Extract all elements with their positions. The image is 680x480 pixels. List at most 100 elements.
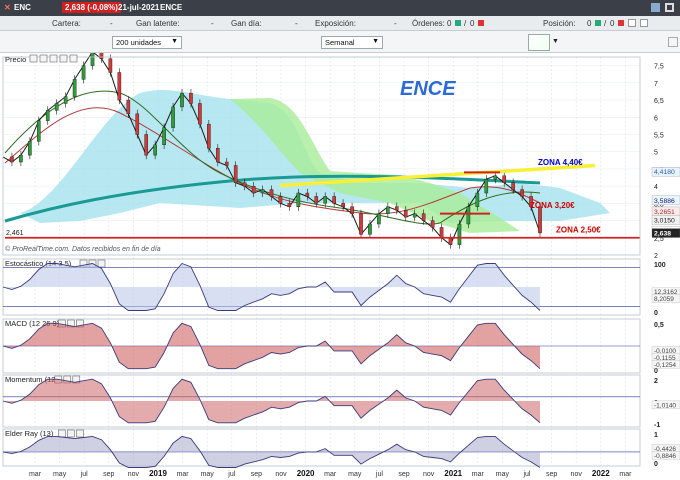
left-value-label: 2,461	[6, 230, 24, 237]
short-position-icon	[618, 20, 624, 26]
candle-body	[19, 154, 23, 163]
chart-area: mar may jul sep nov 2019 mar may jul sep nov 2020 ma…	[0, 53, 680, 480]
close-icon	[97, 259, 106, 268]
y-tick-label: 5	[654, 150, 658, 157]
candle-body	[341, 203, 345, 207]
price-panel-label: Precio	[5, 55, 26, 64]
candle-body	[538, 206, 542, 234]
candle-body	[466, 206, 471, 225]
oscillator-fill	[3, 379, 540, 423]
elder-ray-panel-frame	[2, 428, 641, 467]
candle-body	[126, 99, 131, 115]
candle-body	[207, 123, 211, 149]
candle-body	[305, 192, 310, 197]
last-value-tag	[651, 195, 680, 205]
y-tick-label: -1	[654, 422, 660, 429]
candle-body	[260, 189, 265, 194]
candle-body	[189, 92, 193, 104]
zone-440-label: ZONA 4,40€	[538, 158, 583, 167]
last-value-label: -1,0140	[654, 402, 676, 409]
add-icon	[49, 54, 58, 63]
chart-labels: ZONA 4,40€ ZONA 3,20€ ZONA 2,50€ ENCE Precio…	[5, 54, 680, 253]
y-tick-label: 6	[654, 115, 658, 122]
candle-body	[45, 110, 50, 121]
x-tick-label: jul	[375, 471, 383, 478]
y-tick-label: 5,5	[654, 132, 664, 139]
price-panel-frame	[2, 56, 641, 256]
candle-body	[117, 72, 122, 101]
oscillator-fill	[3, 323, 540, 369]
candle-body	[162, 127, 166, 146]
last-value-tag	[651, 215, 680, 225]
x-tick-label: may	[348, 471, 362, 478]
window-restore-icon[interactable]	[665, 3, 674, 12]
period-select[interactable]: Semanal ▼	[321, 36, 383, 49]
x-tick-label: sep	[546, 471, 557, 478]
gan-dia-value: -	[295, 19, 298, 28]
y-tick-label: 2	[654, 378, 658, 385]
scroll-down-icon[interactable]	[640, 19, 648, 27]
last-value-tag	[651, 360, 680, 369]
long-position-icon	[595, 20, 601, 26]
cartera-label: Cartera:	[52, 19, 81, 28]
candle-body	[359, 213, 363, 235]
candle-body	[502, 175, 507, 183]
window-icon	[67, 429, 75, 438]
x-tick-label: 2021	[444, 469, 462, 478]
candle-body	[63, 96, 68, 104]
candle-body	[269, 189, 274, 197]
close-icon[interactable]: ✕	[4, 3, 11, 12]
y-tick-label: 2	[654, 253, 658, 260]
last-value-label: -0,0100	[654, 348, 676, 355]
y-tick-label: 0	[654, 461, 658, 468]
x-tick-label: sep	[103, 471, 114, 478]
x-tick-label: jul	[522, 471, 530, 478]
gan-dia-label: Gan día:	[231, 19, 262, 28]
indicator-label: Elder Ray (13)	[5, 429, 54, 438]
candle-body	[242, 182, 247, 187]
y-tick-label: 1	[654, 432, 658, 439]
x-tick-label: 2020	[297, 469, 315, 478]
candle-body	[287, 203, 292, 207]
chart-type-chevron-icon[interactable]: ▼	[552, 38, 559, 45]
date-label: 21-jul-2021	[118, 3, 160, 12]
window-minimize-icon[interactable]	[651, 3, 660, 12]
candle-body	[224, 161, 229, 166]
last-value-label: -0,1155	[654, 355, 676, 362]
ordenes-count: 0	[447, 19, 452, 28]
posicion-count: 0	[587, 19, 592, 28]
wrench-icon	[58, 429, 66, 438]
units-select[interactable]: 200 unidades ▼	[112, 36, 182, 49]
period-select-value: Semanal	[325, 38, 355, 47]
chart-type-icon[interactable]	[528, 34, 550, 51]
last-value-label: 3,5886	[654, 198, 675, 205]
scroll-up-icon[interactable]	[628, 19, 636, 27]
last-value-tag	[651, 451, 680, 460]
cartera-value: -	[110, 19, 113, 28]
candle-body	[72, 79, 77, 97]
x-tick-label: nov	[571, 471, 583, 478]
candle-body	[198, 103, 202, 125]
candle-body	[332, 196, 336, 204]
candle-body	[529, 196, 533, 207]
last-value-tag	[651, 400, 680, 410]
posicion-count-b: 0	[610, 19, 615, 28]
last-value-label: -0,8846	[654, 453, 676, 460]
y-tick-label: 0,5	[654, 322, 664, 329]
sell-order-icon	[478, 20, 484, 26]
indicator-label: MACD (12 26 9)	[5, 319, 60, 328]
oscillator-line	[2, 378, 541, 424]
last-value-label: 8,2059	[654, 296, 674, 303]
candle-body	[153, 144, 157, 156]
y-tick-label: 0	[654, 368, 658, 375]
x-tick-label: nov	[423, 471, 435, 478]
candle-body	[180, 92, 184, 108]
candle-body	[296, 192, 301, 207]
side-panel-icon[interactable]	[668, 37, 678, 47]
posicion-separator: /	[604, 19, 607, 28]
y-tick-label: 4	[654, 184, 658, 191]
x-tick-label: may	[201, 471, 215, 478]
x-tick-label: mar	[619, 471, 632, 478]
portfolio-info-bar: Cartera: - Gan latente: - Gan día: - Exp…	[0, 16, 680, 31]
window-icon	[39, 54, 48, 63]
